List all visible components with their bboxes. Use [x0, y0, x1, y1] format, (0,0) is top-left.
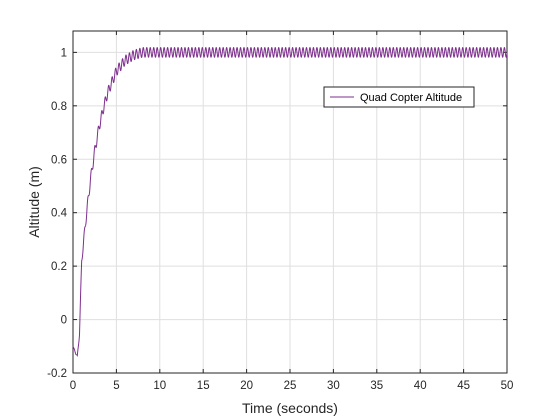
- y-tick-label: 0.2: [51, 261, 67, 273]
- x-tick-label: 25: [284, 380, 297, 392]
- legend: Quad Copter Altitude: [323, 86, 475, 108]
- x-tick-label: 20: [240, 380, 253, 392]
- y-tick-label: 0: [61, 315, 67, 327]
- y-tick-label: 0.4: [51, 208, 68, 220]
- x-tick-label: 5: [113, 380, 119, 392]
- x-axis-label: Time (seconds): [242, 400, 338, 416]
- y-tick-label: 0.6: [51, 154, 67, 166]
- x-tick-label: 35: [370, 380, 383, 392]
- y-axis-label: Altitude (m): [26, 166, 42, 238]
- y-tick-label: 0.8: [51, 101, 67, 113]
- x-tick-label: 0: [70, 380, 76, 392]
- y-tick-label: 1: [61, 47, 67, 59]
- x-tick-label: 40: [414, 380, 427, 392]
- legend-label-quad-copter-altitude: Quad Copter Altitude: [360, 92, 462, 104]
- y-tick-label: -0.2: [47, 368, 67, 380]
- x-tick-label: 30: [327, 380, 340, 392]
- x-tick-label: 15: [197, 380, 210, 392]
- series-layer: [72, 46, 508, 358]
- x-tick-label: 50: [501, 380, 514, 392]
- x-tick-label: 45: [457, 380, 470, 392]
- axis-ticks: 0 5 10 15 20 25 30 35 40 45 50-0.200.20.40.60.81: [47, 31, 513, 392]
- x-tick-label: 10: [153, 380, 166, 392]
- series-line-quad-copter-altitude: [72, 46, 508, 358]
- legend-box: [323, 86, 475, 108]
